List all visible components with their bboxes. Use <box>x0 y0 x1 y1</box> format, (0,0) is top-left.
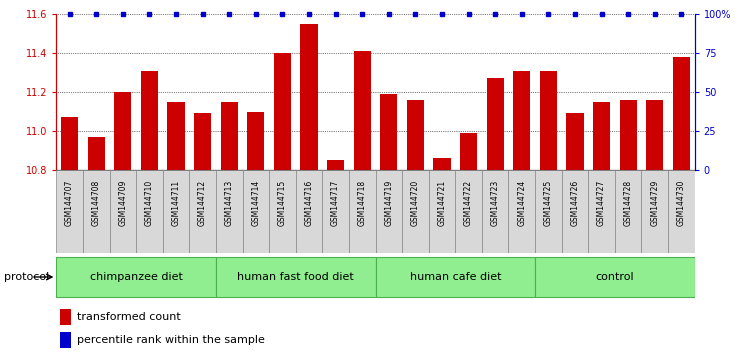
Text: GSM144717: GSM144717 <box>331 180 340 226</box>
Bar <box>300 24 318 170</box>
Text: GSM144724: GSM144724 <box>517 180 526 226</box>
Text: GSM144710: GSM144710 <box>145 180 154 226</box>
Text: GSM144727: GSM144727 <box>597 180 606 226</box>
Bar <box>513 71 530 170</box>
FancyBboxPatch shape <box>562 170 588 253</box>
Bar <box>540 71 557 170</box>
Text: GSM144709: GSM144709 <box>119 180 128 226</box>
Text: GSM144722: GSM144722 <box>464 180 473 226</box>
Text: GSM144719: GSM144719 <box>385 180 394 226</box>
FancyBboxPatch shape <box>269 170 296 253</box>
Bar <box>194 114 211 170</box>
Bar <box>460 133 477 170</box>
Bar <box>620 100 637 170</box>
Bar <box>140 71 158 170</box>
Text: control: control <box>596 272 634 282</box>
Bar <box>247 112 264 170</box>
FancyBboxPatch shape <box>376 257 535 297</box>
Text: GSM144718: GSM144718 <box>357 180 366 226</box>
Text: human cafe diet: human cafe diet <box>409 272 501 282</box>
Bar <box>167 102 185 170</box>
FancyBboxPatch shape <box>482 170 508 253</box>
Text: GSM144712: GSM144712 <box>198 180 207 226</box>
Text: GSM144728: GSM144728 <box>623 180 632 226</box>
FancyBboxPatch shape <box>429 170 455 253</box>
FancyBboxPatch shape <box>83 170 110 253</box>
Bar <box>88 137 105 170</box>
Text: GSM144716: GSM144716 <box>304 180 313 226</box>
Text: human fast food diet: human fast food diet <box>237 272 354 282</box>
Text: GSM144730: GSM144730 <box>677 180 686 226</box>
Bar <box>59 309 71 325</box>
Bar <box>114 92 131 170</box>
Bar <box>59 332 71 348</box>
FancyBboxPatch shape <box>668 170 695 253</box>
Text: GSM144720: GSM144720 <box>411 180 420 226</box>
FancyBboxPatch shape <box>216 170 243 253</box>
FancyBboxPatch shape <box>535 257 695 297</box>
Text: GSM144707: GSM144707 <box>65 180 74 226</box>
Bar <box>487 79 504 170</box>
FancyBboxPatch shape <box>163 170 189 253</box>
Bar <box>673 57 690 170</box>
Bar <box>433 158 451 170</box>
Text: GSM144714: GSM144714 <box>252 180 261 226</box>
Text: GSM144725: GSM144725 <box>544 180 553 226</box>
FancyBboxPatch shape <box>376 170 402 253</box>
FancyBboxPatch shape <box>349 170 376 253</box>
Text: percentile rank within the sample: percentile rank within the sample <box>77 335 264 346</box>
FancyBboxPatch shape <box>402 170 429 253</box>
Text: GSM144729: GSM144729 <box>650 180 659 226</box>
FancyBboxPatch shape <box>243 170 269 253</box>
Bar <box>566 114 584 170</box>
FancyBboxPatch shape <box>615 170 641 253</box>
FancyBboxPatch shape <box>588 170 615 253</box>
FancyBboxPatch shape <box>216 257 376 297</box>
Bar <box>646 100 663 170</box>
Bar <box>327 160 344 170</box>
Bar <box>593 102 611 170</box>
FancyBboxPatch shape <box>189 170 216 253</box>
FancyBboxPatch shape <box>110 170 136 253</box>
FancyBboxPatch shape <box>56 170 83 253</box>
Bar <box>221 102 238 170</box>
FancyBboxPatch shape <box>56 257 216 297</box>
Text: GSM144711: GSM144711 <box>171 180 180 226</box>
Text: GSM144708: GSM144708 <box>92 180 101 226</box>
FancyBboxPatch shape <box>136 170 163 253</box>
Text: GSM144723: GSM144723 <box>490 180 499 226</box>
Bar <box>380 94 397 170</box>
Text: GSM144715: GSM144715 <box>278 180 287 226</box>
Text: transformed count: transformed count <box>77 312 180 322</box>
Text: GSM144726: GSM144726 <box>571 180 580 226</box>
Bar <box>354 51 371 170</box>
Text: GSM144721: GSM144721 <box>438 180 447 226</box>
FancyBboxPatch shape <box>296 170 322 253</box>
FancyBboxPatch shape <box>535 170 562 253</box>
Text: GSM144713: GSM144713 <box>225 180 234 226</box>
Bar <box>274 53 291 170</box>
FancyBboxPatch shape <box>322 170 349 253</box>
FancyBboxPatch shape <box>455 170 482 253</box>
Text: chimpanzee diet: chimpanzee diet <box>89 272 182 282</box>
Text: protocol: protocol <box>4 272 49 282</box>
Bar <box>61 118 78 170</box>
FancyBboxPatch shape <box>641 170 668 253</box>
Bar <box>407 100 424 170</box>
FancyBboxPatch shape <box>508 170 535 253</box>
